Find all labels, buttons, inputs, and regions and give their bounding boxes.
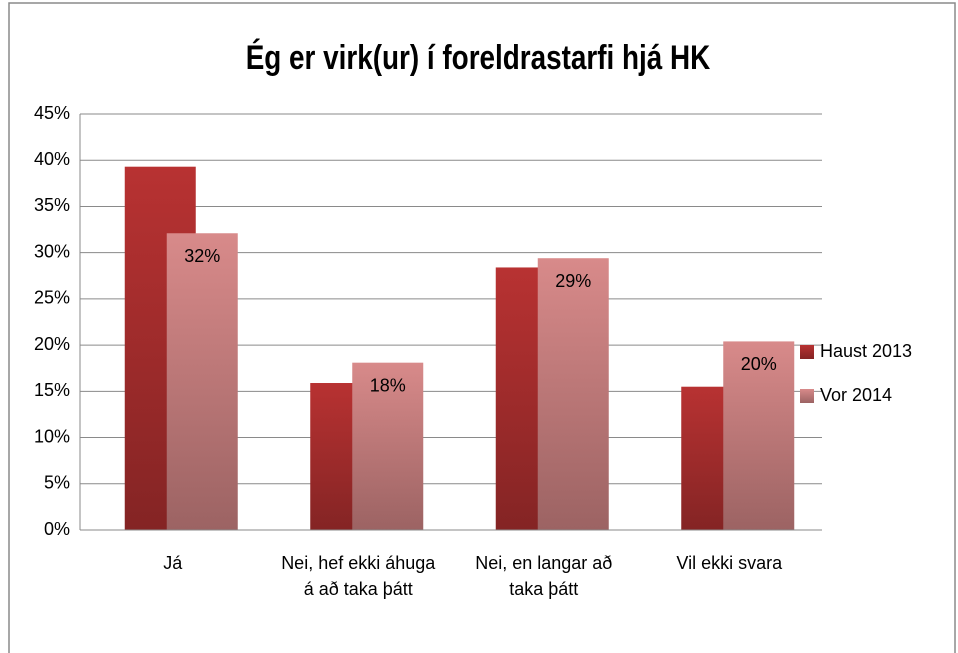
y-tick-label: 45% — [34, 103, 70, 123]
data-label: 29% — [555, 271, 591, 291]
x-tick-label: Vil ekki svara — [676, 553, 783, 573]
data-label: 18% — [370, 375, 406, 395]
bar — [723, 341, 795, 530]
x-tick-label: Nei, hef ekki áhuga á að taka þátt — [281, 553, 436, 599]
legend-swatch — [800, 389, 814, 403]
chart-title: Ég er virk(ur) í foreldrastarfi hjá HK — [246, 38, 711, 76]
legend-label: Haust 2013 — [820, 341, 912, 361]
data-label: 20% — [741, 354, 777, 374]
y-tick-label: 20% — [34, 334, 70, 354]
y-tick-label: 25% — [34, 288, 70, 308]
data-label: 32% — [184, 246, 220, 266]
y-tick-label: 5% — [44, 473, 70, 493]
y-tick-label: 40% — [34, 149, 70, 169]
x-tick-label: Já — [163, 553, 183, 573]
legend-swatch — [800, 345, 814, 359]
y-tick-label: 35% — [34, 195, 70, 215]
bar — [352, 362, 424, 530]
x-tick-label: Nei, en langar að taka þátt — [475, 553, 613, 599]
y-tick-label: 30% — [34, 241, 70, 261]
bar — [537, 258, 609, 530]
chart-frame — [8, 2, 956, 653]
y-tick-label: 10% — [34, 426, 70, 446]
legend-label: Vor 2014 — [820, 385, 892, 405]
y-tick-label: 15% — [34, 380, 70, 400]
y-tick-label: 0% — [44, 519, 70, 539]
bar — [166, 233, 238, 530]
